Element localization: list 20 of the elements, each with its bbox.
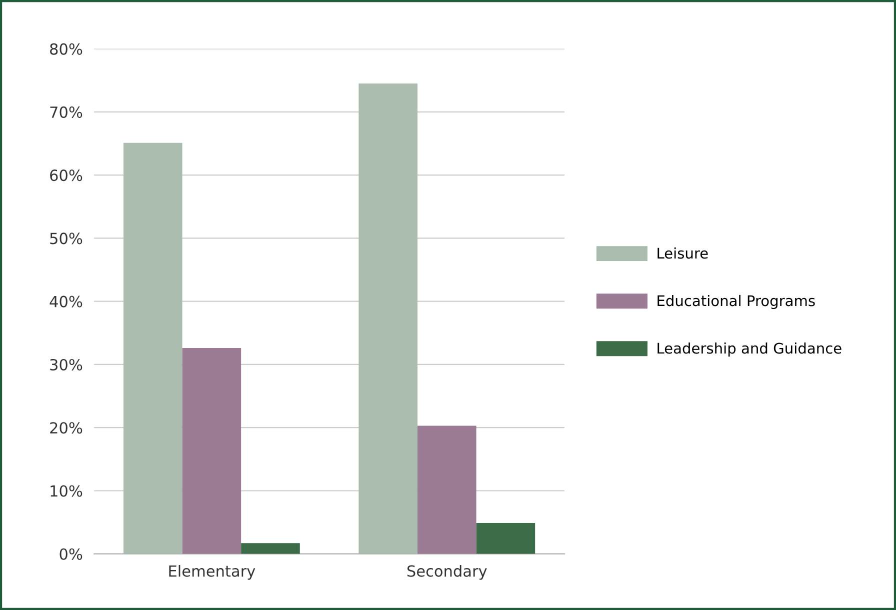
y-tick-label: 30% bbox=[50, 358, 82, 370]
x-tick-label: Secondary bbox=[407, 564, 487, 580]
bar bbox=[476, 522, 536, 554]
bar bbox=[358, 84, 418, 554]
legend-label: Leisure bbox=[658, 247, 708, 259]
bar bbox=[241, 543, 300, 554]
y-tick-label: 20% bbox=[50, 422, 82, 434]
y-tick-label: 0% bbox=[60, 548, 82, 560]
y-tick-label: 10% bbox=[50, 485, 82, 497]
y-tick-label: 60% bbox=[50, 170, 82, 182]
bar bbox=[123, 142, 182, 554]
legend-label: Leadership and Guidance bbox=[658, 342, 842, 357]
y-tick-label: 40% bbox=[50, 296, 82, 308]
x-tick-label: Elementary bbox=[169, 564, 256, 580]
bar bbox=[417, 426, 476, 554]
y-tick-label: 50% bbox=[50, 232, 82, 244]
bar bbox=[182, 348, 242, 554]
y-tick-label: 80% bbox=[50, 43, 82, 55]
y-tick-label: 70% bbox=[50, 106, 82, 118]
legend-label: Educational Programs bbox=[658, 294, 815, 310]
